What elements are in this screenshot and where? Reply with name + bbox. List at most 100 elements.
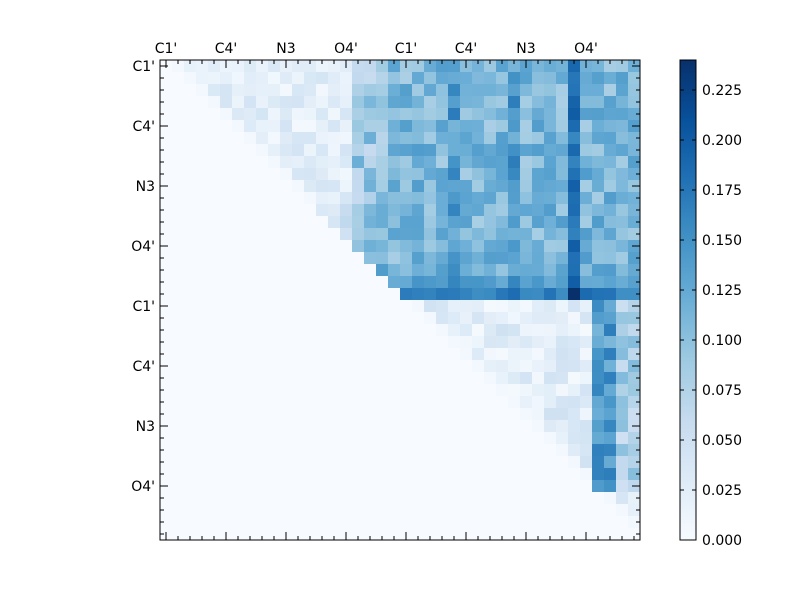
heatmap-cell	[496, 384, 509, 397]
heatmap-cell	[256, 456, 269, 469]
heatmap-cell	[496, 228, 509, 241]
heatmap-cell	[508, 252, 521, 265]
heatmap-cell	[352, 444, 365, 457]
heatmap-cell	[280, 108, 293, 121]
heatmap-cell	[424, 72, 437, 85]
heatmap-cell	[496, 456, 509, 469]
heatmap-cell	[376, 216, 389, 229]
heatmap-cell	[196, 456, 209, 469]
heatmap-cell	[436, 288, 449, 301]
heatmap-cell	[304, 240, 317, 253]
heatmap-cell	[232, 504, 245, 517]
heatmap-cell	[508, 312, 521, 325]
heatmap-cell	[472, 444, 485, 457]
heatmap-cell	[208, 444, 221, 457]
heatmap-cell	[616, 108, 629, 121]
heatmap-cell	[220, 408, 233, 421]
heatmap-cell	[232, 444, 245, 457]
heatmap-cell	[460, 300, 473, 313]
heatmap-cell	[496, 276, 509, 289]
heatmap-cell	[340, 312, 353, 325]
heatmap-cell	[628, 504, 641, 517]
heatmap-cell	[304, 156, 317, 169]
heatmap-cell	[256, 444, 269, 457]
heatmap-cell	[196, 60, 209, 73]
heatmap-cell	[208, 84, 221, 97]
heatmap-cell	[568, 216, 581, 229]
heatmap-cell	[220, 144, 233, 157]
heatmap-cell	[556, 420, 569, 433]
heatmap-cell	[340, 408, 353, 421]
heatmap-cell	[280, 312, 293, 325]
heatmap-cell	[508, 348, 521, 361]
heatmap-cell	[280, 408, 293, 421]
heatmap-cell	[580, 288, 593, 301]
heatmap-cell	[196, 144, 209, 157]
heatmap-cell	[160, 72, 173, 85]
heatmap-cell	[532, 144, 545, 157]
heatmap-cell	[496, 72, 509, 85]
heatmap-cell	[352, 360, 365, 373]
heatmap-cell	[472, 468, 485, 481]
heatmap-cell	[160, 396, 173, 409]
heatmap-cell	[532, 252, 545, 265]
heatmap-cell	[352, 396, 365, 409]
heatmap-cell	[172, 516, 185, 529]
heatmap-cell	[580, 336, 593, 349]
heatmap-cell	[184, 288, 197, 301]
heatmap-cell	[172, 288, 185, 301]
colorbar-tick-label: 0.175	[702, 183, 742, 199]
heatmap-cell	[184, 192, 197, 205]
heatmap-cell	[412, 240, 425, 253]
heatmap-cell	[268, 504, 281, 517]
heatmap-cell	[520, 432, 533, 445]
heatmap-cell	[424, 300, 437, 313]
heatmap-cell	[316, 168, 329, 181]
y-tick-label: N3	[136, 179, 155, 195]
heatmap-cell	[460, 408, 473, 421]
heatmap-cell	[484, 72, 497, 85]
heatmap-cell	[388, 84, 401, 97]
heatmap-cell	[220, 192, 233, 205]
heatmap-cell	[208, 240, 221, 253]
heatmap-cell	[292, 336, 305, 349]
heatmap-cell	[304, 300, 317, 313]
heatmap-cell	[580, 228, 593, 241]
heatmap-cell	[472, 312, 485, 325]
heatmap-cell	[604, 444, 617, 457]
heatmap-cell	[544, 204, 557, 217]
heatmap-cell	[208, 396, 221, 409]
heatmap-cell	[268, 84, 281, 97]
heatmap-cell	[208, 492, 221, 505]
heatmap-cell	[280, 456, 293, 469]
heatmap-cell	[604, 60, 617, 73]
heatmap-cell	[280, 192, 293, 205]
heatmap-cell	[568, 312, 581, 325]
heatmap-cell	[352, 228, 365, 241]
heatmap-cell	[484, 96, 497, 109]
heatmap-cell	[472, 360, 485, 373]
heatmap-cell	[604, 168, 617, 181]
heatmap-cell	[544, 144, 557, 157]
heatmap-cell	[400, 516, 413, 529]
heatmap-cell	[316, 324, 329, 337]
heatmap-cell	[436, 420, 449, 433]
heatmap-cell	[448, 156, 461, 169]
heatmap-cell	[184, 456, 197, 469]
heatmap-cell	[580, 192, 593, 205]
heatmap-cell	[268, 156, 281, 169]
heatmap-cell	[496, 264, 509, 277]
heatmap-cell	[628, 336, 641, 349]
heatmap-cell	[304, 492, 317, 505]
heatmap-cell	[244, 432, 257, 445]
heatmap-cell	[388, 72, 401, 85]
heatmap-cell	[424, 132, 437, 145]
heatmap-cell	[316, 120, 329, 133]
heatmap-cell	[412, 492, 425, 505]
heatmap-cell	[496, 84, 509, 97]
heatmap-cell	[592, 192, 605, 205]
heatmap-cell	[508, 324, 521, 337]
heatmap-cell	[388, 228, 401, 241]
heatmap-cell	[436, 228, 449, 241]
heatmap-cell	[244, 96, 257, 109]
